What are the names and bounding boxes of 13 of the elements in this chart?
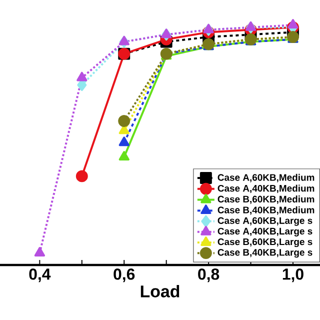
legend-label: Case A,60KB,Large s [218,217,312,226]
x-tick-label: 0,4 [29,268,51,282]
legend-label: Case B,40KB,Large s [218,249,312,258]
legend-label: Case B,60KB,Large s [218,238,312,248]
x-tick-label: 0,8 [198,268,220,282]
x-tick-label: 0,6 [114,268,135,282]
legend-label: Case A,60KB,Medium [218,174,314,182]
legend-label: Case B,40KB,Medium [218,206,314,215]
legend-label: Case A,40KB,Medium [218,184,314,194]
legend-label: Case B,60KB,Medium [218,196,314,204]
x-tick-label: 1,0 [282,268,304,282]
legend-label: Case A,40KB,Large s [218,228,312,236]
x-axis-title: Load [140,284,180,298]
